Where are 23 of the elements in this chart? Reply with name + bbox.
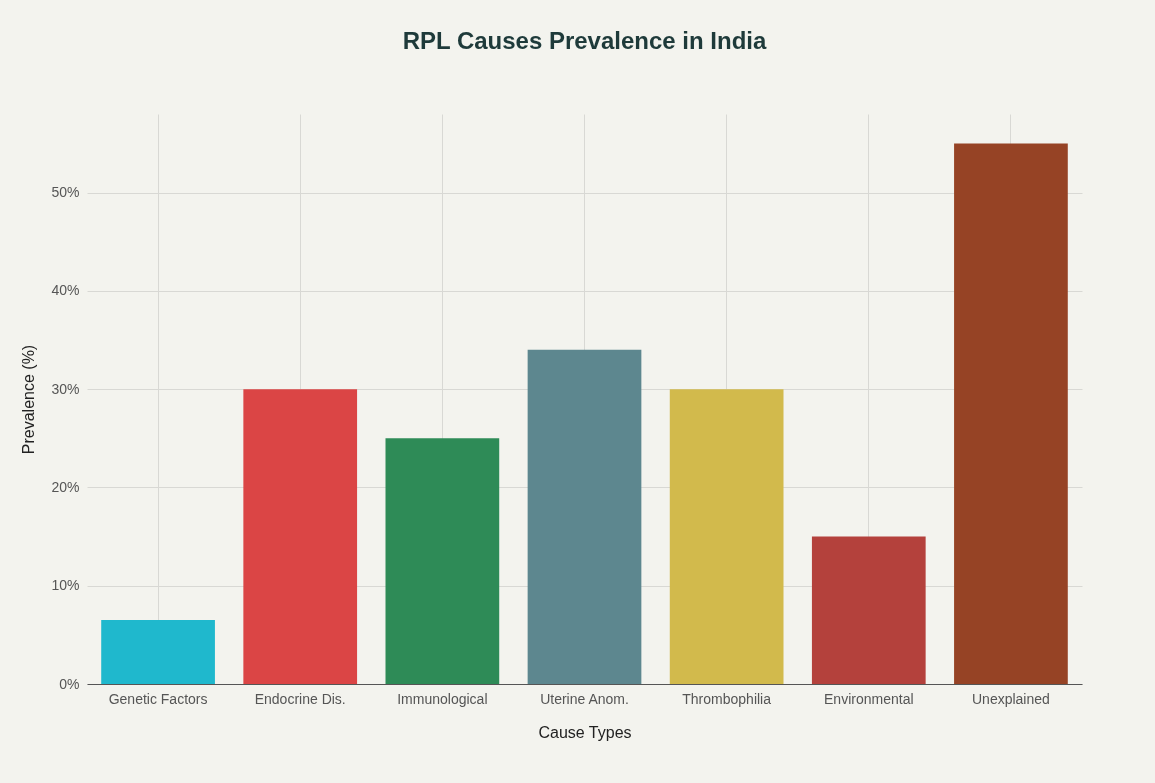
x-tick-label: Endocrine Dis. [254,690,346,707]
x-tick-label: Immunological [397,690,488,707]
y-tick-label: 30% [51,380,80,397]
chart-title: RPL Causes Prevalence in India [402,27,768,54]
y-tick-label: 0% [59,675,80,692]
x-tick-label: Environmental [824,690,914,707]
y-tick-label: 40% [51,282,80,299]
bar [954,143,1068,684]
x-tick-label: Thrombophilia [682,690,772,707]
bar [669,389,784,684]
bar [527,349,642,684]
y-tick-label: 50% [51,184,80,201]
bar [811,536,926,684]
x-tick-label: Uterine Anom. [540,690,629,707]
x-axis-title: Cause Types [538,723,632,741]
bar [101,620,215,684]
y-axis-title: Prevalence (%) [20,344,38,455]
y-tick-label: 10% [51,577,80,594]
x-tick-label: Unexplained [972,690,1050,707]
y-tick-label: 20% [51,478,80,495]
bar [385,438,500,684]
bar [243,389,358,684]
x-tick-label: Genetic Factors [108,690,208,707]
